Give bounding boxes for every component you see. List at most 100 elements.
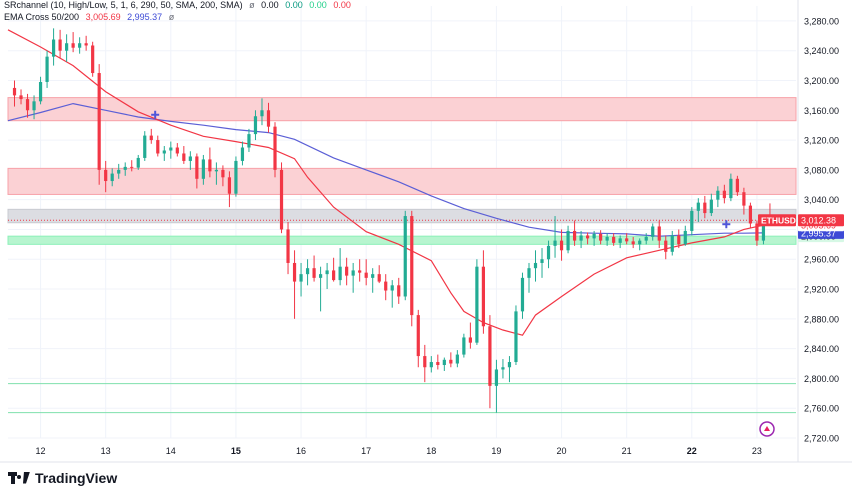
- candle-body: [162, 150, 166, 154]
- x-tick-label: 18: [426, 446, 436, 456]
- y-tick-label: 2,760.00: [804, 404, 839, 414]
- candle-body: [566, 230, 570, 251]
- x-tick-label: 23: [752, 446, 762, 456]
- candle-body: [384, 281, 388, 291]
- candle-body: [592, 233, 596, 239]
- candle-body: [761, 219, 766, 241]
- y-tick-label: 3,080.00: [804, 165, 839, 175]
- candle-body: [318, 274, 323, 278]
- candle-body: [631, 241, 635, 245]
- candle-body: [455, 354, 459, 364]
- candle-body: [286, 229, 290, 263]
- legend-srchannel-value-2: 0.00: [285, 0, 303, 10]
- candle-body: [735, 178, 739, 193]
- tradingview-logo[interactable]: TradingView: [8, 470, 117, 486]
- candle-body: [540, 259, 544, 263]
- zone-resistance: [7, 167, 797, 195]
- visibility-icon[interactable]: ø: [168, 12, 175, 22]
- candle-body: [612, 236, 616, 243]
- legend-srchannel-name: SRchannel (10, High/Low, 5, 1, 6, 290, 5…: [4, 0, 243, 10]
- candle-body: [136, 157, 140, 168]
- zone-neutral: [7, 208, 797, 224]
- candle-body: [84, 43, 88, 46]
- candle-body: [377, 274, 381, 282]
- candle-body: [143, 135, 147, 158]
- candle-body: [130, 166, 134, 168]
- sr-zones: [7, 97, 797, 245]
- visibility-icon[interactable]: ø: [249, 0, 255, 10]
- legend-ema-cross: EMA Cross 50/200 3,005.69 2,995.37 ø: [4, 12, 178, 23]
- x-tick-label: 20: [557, 446, 567, 456]
- candle-body: [664, 240, 668, 252]
- symbol-tag: ETHUSD: [761, 216, 796, 226]
- candle-body: [117, 169, 121, 174]
- y-tick-label: 2,800.00: [804, 374, 839, 384]
- candle-body: [586, 235, 590, 239]
- candle-body: [214, 169, 218, 172]
- candle-body: [599, 233, 603, 241]
- candle-body: [638, 240, 642, 245]
- candle-body: [32, 101, 36, 111]
- x-tick-label: 16: [296, 446, 306, 456]
- y-tick-label: 2,840.00: [804, 344, 839, 354]
- candle-body: [488, 326, 492, 386]
- candle-body: [201, 159, 205, 179]
- legend-ema-name: EMA Cross 50/200: [4, 12, 80, 22]
- candle-body: [709, 199, 713, 214]
- zone-resistance: [7, 97, 797, 122]
- candle-body: [188, 156, 192, 161]
- candle-body: [559, 240, 564, 251]
- candle-body: [169, 147, 173, 151]
- candle-body: [742, 192, 746, 206]
- candle-body: [240, 147, 245, 161]
- candle-body: [579, 235, 583, 241]
- y-tick-label: 3,040.00: [804, 195, 839, 205]
- candle-body: [696, 202, 700, 211]
- x-tick-label: 12: [36, 446, 46, 456]
- legend-srchannel: SRchannel (10, High/Low, 5, 1, 6, 290, 5…: [4, 0, 355, 11]
- y-tick-label: 3,200.00: [804, 76, 839, 86]
- y-tick-label: 3,240.00: [804, 46, 839, 56]
- candle-body: [58, 39, 62, 51]
- candle-body: [481, 266, 486, 327]
- last-price-badge-bg: [798, 214, 844, 227]
- candle-body: [149, 135, 153, 141]
- candle-body: [97, 73, 101, 170]
- candle-body: [299, 274, 303, 282]
- candle-body: [494, 369, 499, 386]
- candle-body: [436, 362, 440, 366]
- x-tick-label: 14: [166, 446, 176, 456]
- candle-body: [266, 110, 271, 127]
- candle-body: [403, 216, 407, 297]
- candle-body: [553, 240, 557, 246]
- candles: [12, 28, 772, 413]
- candle-body: [657, 226, 661, 241]
- candle-body: [332, 270, 336, 281]
- cross-markers: [151, 110, 731, 229]
- y-tick-label: 3,280.00: [804, 16, 839, 26]
- candle-body: [45, 56, 49, 82]
- candle-body: [514, 311, 518, 363]
- candle-body: [429, 362, 433, 368]
- candle-body: [416, 315, 420, 357]
- candle-body: [670, 235, 674, 252]
- candle-body: [338, 266, 342, 281]
- level-lines: [8, 219, 796, 414]
- candle-body: [572, 230, 577, 241]
- candle-body: [748, 205, 753, 224]
- y-tick-label: 3,120.00: [804, 136, 839, 146]
- symbol-tag-bg: [758, 214, 796, 227]
- x-tick-label: 15: [231, 446, 241, 456]
- candle-body: [25, 99, 30, 111]
- candle-body: [358, 270, 362, 273]
- y-tick-label: 2,880.00: [804, 314, 839, 324]
- candle-body: [475, 266, 479, 343]
- candle-body: [716, 190, 720, 200]
- candle-body: [729, 178, 733, 199]
- legend-ema200-value: 2,995.37: [127, 12, 163, 22]
- candle-body: [182, 153, 186, 161]
- candle-body: [156, 140, 160, 154]
- candle-body: [462, 337, 466, 355]
